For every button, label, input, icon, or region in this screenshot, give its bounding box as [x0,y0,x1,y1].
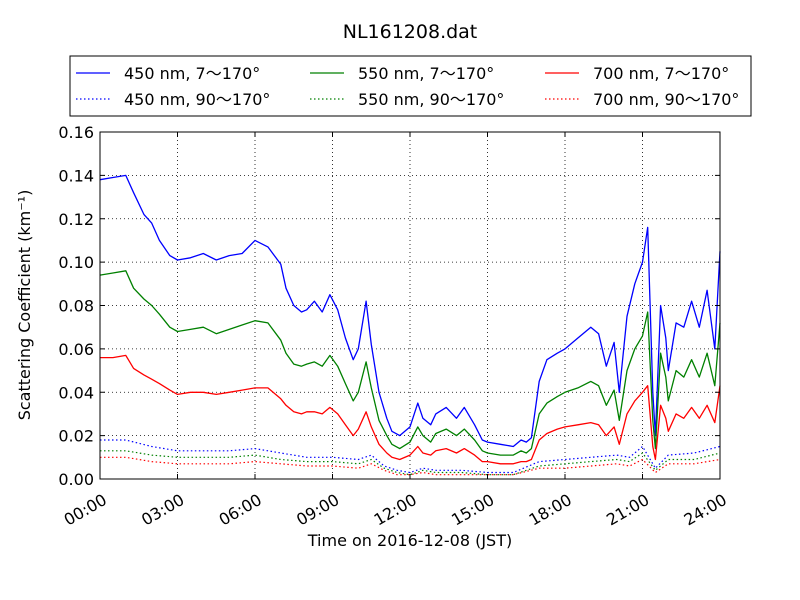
legend-label: 700 nm, 90～170° [593,90,739,109]
y-tick-label: 0.00 [58,470,94,489]
series-line-450-nm-7-170 [99,174,721,448]
series-line-550-nm-7-170 [99,270,721,456]
y-tick-label: 0.08 [58,297,94,316]
series-line-450-nm-90-170 [100,439,721,474]
series-line-550-nm-90-170 [100,450,721,476]
x-axis-label: Time on 2016-12-08 (JST) [307,531,512,550]
y-tick-label: 0.16 [58,123,94,142]
y-tick-label: 0.12 [58,210,94,229]
y-tick-label: 0.06 [58,340,94,359]
series-lines [99,174,721,476]
series-line-700-nm-7-170 [100,354,721,465]
y-axis-label: Scattering Coefficient (km⁻¹) [15,190,34,421]
legend-label: 450 nm, 7～170° [124,64,260,83]
chart-title: NL161208.dat [343,21,478,43]
legend-label: 450 nm, 90～170° [124,90,270,109]
legend: 450 nm, 7～170° 450 nm, 90～170° 550 nm, 7～1… [69,55,752,117]
y-tick-label: 0.02 [58,427,94,446]
legend-label: 700 nm, 7～170° [593,64,729,83]
series-line-700-nm-90-170 [100,456,721,476]
y-tick-label: 0.10 [58,253,94,272]
legend-entries: 450 nm, 7～170° 450 nm, 90～170° 550 nm, 7～1… [76,64,739,109]
legend-label: 550 nm, 90～170° [358,90,504,109]
legend-box [69,55,752,117]
legend-label: 550 nm, 7～170° [358,64,494,83]
y-tick-label: 0.14 [58,166,94,185]
y-tick-label: 0.04 [58,383,94,402]
